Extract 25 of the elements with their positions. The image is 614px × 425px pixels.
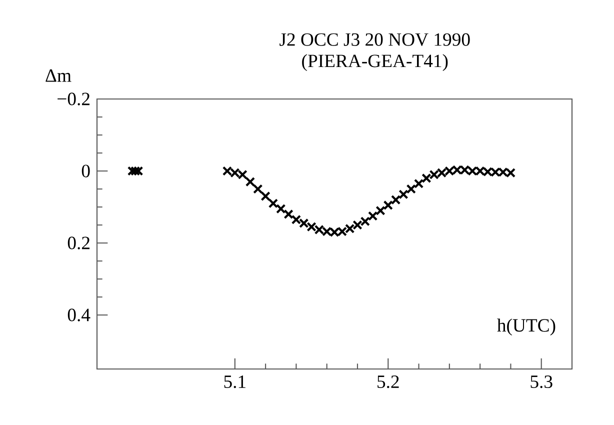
point bbox=[406, 184, 416, 194]
point bbox=[368, 211, 378, 221]
point bbox=[260, 191, 270, 202]
point bbox=[414, 178, 424, 188]
y-tick-label: 0 bbox=[82, 164, 90, 178]
point bbox=[398, 190, 408, 200]
y-tick-label: 0.4 bbox=[68, 308, 90, 322]
point bbox=[376, 206, 386, 216]
y-axis-title: Δm bbox=[46, 69, 72, 82]
x-tick-label: 5.1 bbox=[224, 375, 246, 388]
x-axis-title: h(UTC) bbox=[497, 318, 556, 336]
point bbox=[130, 166, 140, 176]
y-tick-label: −0.2 bbox=[58, 92, 90, 106]
point bbox=[268, 198, 278, 208]
x-tick-label: 5.2 bbox=[378, 375, 399, 388]
chart-title: J2 OCC J3 20 NOV 1990 bbox=[280, 33, 470, 46]
point bbox=[276, 204, 286, 214]
point bbox=[253, 184, 263, 194]
chart-subtitle: (PIERA-GEA-T41) bbox=[302, 54, 448, 72]
point bbox=[245, 176, 256, 187]
y-tick-label: 0.2 bbox=[68, 236, 90, 250]
point bbox=[383, 200, 393, 210]
x-tick-label: 5.3 bbox=[530, 375, 552, 388]
point bbox=[390, 194, 401, 205]
point bbox=[284, 209, 294, 220]
